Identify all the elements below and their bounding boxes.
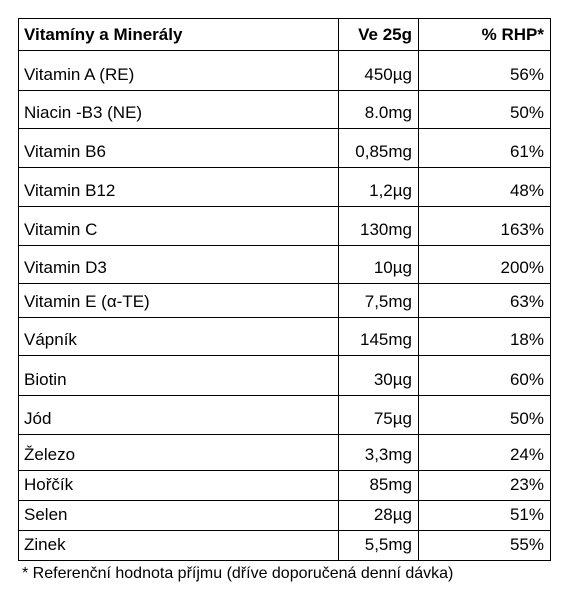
nutrition-table: Vitamíny a Minerály Ve 25g% RHP* Vitamin A…	[18, 18, 551, 561]
table-row: Vápník 145mg 18%	[18, 317, 551, 356]
table-cell: Niacin -B3 (NE)	[18, 90, 339, 129]
footnote: * Referenční hodnota příjmu (dříve dopor…	[22, 565, 454, 582]
table-cell: 75µg	[338, 395, 419, 435]
header-cell: % RHP*	[418, 18, 551, 51]
table-cell: 24%	[418, 434, 551, 471]
table-row: Biotin 30µg 60%	[18, 355, 551, 396]
table-cell: 5,5mg	[338, 530, 419, 561]
table-cell: 51%	[418, 500, 551, 531]
table-cell: Selen	[18, 500, 339, 531]
table-row: Zinek 5,5mg 55%	[18, 530, 551, 561]
table-cell: 0,85mg	[338, 128, 419, 168]
table-cell: Hořčík	[18, 470, 339, 501]
table-cell: 10µg	[338, 245, 419, 284]
table-row: Niacin -B3 (NE) 8.0mg 50%	[18, 90, 551, 129]
table-cell: Biotin	[18, 355, 339, 396]
table-cell: 145mg	[338, 317, 419, 356]
table-row: Vitamin D3 10µg 200%	[18, 245, 551, 284]
table-row: Hořčík 85mg 23%	[18, 470, 551, 501]
table-cell: 48%	[418, 167, 551, 207]
table-cell: Vitamin C	[18, 206, 339, 246]
table-cell: 18%	[418, 317, 551, 356]
table-row: Vitamin A (RE) 450µg 56%	[18, 50, 551, 91]
table-cell: 61%	[418, 128, 551, 168]
table-cell: 28µg	[338, 500, 419, 531]
table-cell: 1,2µg	[338, 167, 419, 207]
table-cell: 50%	[418, 395, 551, 435]
table-cell: 30µg	[338, 355, 419, 396]
table-cell: Vitamin B6	[18, 128, 339, 168]
header-row: Vitamíny a Minerály Ve 25g% RHP*	[18, 18, 551, 51]
table-cell: 23%	[418, 470, 551, 501]
table-cell: 3,3mg	[338, 434, 419, 471]
table-cell: 450µg	[338, 50, 419, 91]
table-row: Vitamin B6 0,85mg 61%	[18, 128, 551, 168]
table-cell: Zinek	[18, 530, 339, 561]
table-cell: Vitamin A (RE)	[18, 50, 339, 91]
table-row: Vitamin C 130mg 163%	[18, 206, 551, 246]
table-cell: Vitamin E (α-TE)	[18, 283, 339, 318]
table-cell: Vitamin D3	[18, 245, 339, 284]
table-cell: 55%	[418, 530, 551, 561]
table-cell: 63%	[418, 283, 551, 318]
table-cell: 8.0mg	[338, 90, 419, 129]
table-cell: 56%	[418, 50, 551, 91]
table-row: Vitamin B12 1,2µg 48%	[18, 167, 551, 207]
table-cell: 60%	[418, 355, 551, 396]
table-row: Selen 28µg 51%	[18, 500, 551, 531]
table-row: Vitamin E (α-TE) 7,5mg 63%	[18, 283, 551, 318]
table-cell: Vitamin B12	[18, 167, 339, 207]
table-row: Železo 3,3mg 24%	[18, 434, 551, 471]
table-cell: Jód	[18, 395, 339, 435]
header-cell: Ve 25g	[338, 18, 419, 51]
table-row: Jód 75µg 50%	[18, 395, 551, 435]
table-cell: 85mg	[338, 470, 419, 501]
header-cell: Vitamíny a Minerály	[18, 18, 339, 51]
table-cell: Železo	[18, 434, 339, 471]
table-cell: 130mg	[338, 206, 419, 246]
table-cell: 163%	[418, 206, 551, 246]
table-cell: 7,5mg	[338, 283, 419, 318]
table-cell: 50%	[418, 90, 551, 129]
table-cell: Vápník	[18, 317, 339, 356]
table-cell: 200%	[418, 245, 551, 284]
